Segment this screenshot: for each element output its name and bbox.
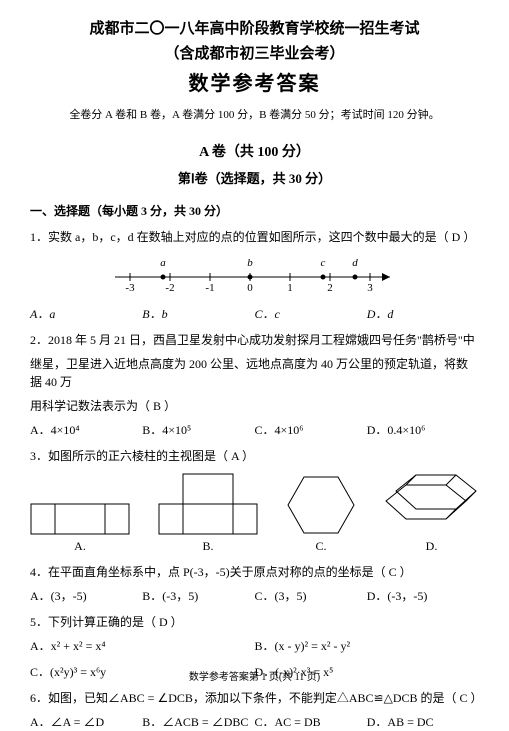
q4-opt-b: B．(-3，5) (142, 587, 254, 605)
choice-heading: 一、选择题（每小题 3 分，共 30 分） (30, 202, 479, 220)
q1-options: A．a B．b C．c D．d (30, 305, 479, 323)
exam-title-2: （含成都市初三毕业会考） (30, 43, 479, 66)
shape-a (30, 503, 130, 535)
svg-text:1: 1 (287, 282, 293, 292)
q6-opt-c: C．AC = DB (255, 713, 367, 731)
q2-options: A．4×10⁴ B．4×10⁵ C．4×10⁶ D．0.4×10⁶ (30, 421, 479, 439)
q2-opt-d: D．0.4×10⁶ (367, 421, 479, 439)
shape-c (286, 475, 356, 535)
q4-opt-d: D．(-3，-5) (367, 587, 479, 605)
svg-text:3: 3 (367, 282, 373, 292)
q3-text: 3．如图所示的正六棱柱的主视图是（ A ） (30, 447, 479, 465)
q3-label-a: A. (30, 537, 130, 555)
q5-opt-a: A．x² + x² = x⁴ (30, 637, 255, 655)
svg-text:a: a (160, 257, 166, 269)
svg-text:c: c (320, 257, 325, 269)
q2-line1: 2．2018 年 5 月 21 日，西昌卫星发射中心成功发射探月工程嫦娥四号任务… (30, 331, 479, 349)
q1-opt-b: B．b (142, 305, 254, 323)
exam-subtitle: 全卷分 A 卷和 B 卷，A 卷满分 100 分，B 卷满分 50 分；考试时间… (30, 107, 479, 124)
q1-text: 1．实数 a，b，c，d 在数轴上对应的点的位置如图所示，这四个数中最大的是（ … (30, 228, 479, 246)
q6-opt-d: D．AB = DC (367, 713, 479, 731)
svg-text:b: b (247, 257, 253, 269)
q5-options-1: A．x² + x² = x⁴ B．(x - y)² = x² - y² (30, 637, 479, 655)
q5-opt-b: B．(x - y)² = x² - y² (255, 637, 480, 655)
section-a-heading: A 卷（共 100 分） (30, 142, 479, 163)
q1-number-line: -3 -2 -1 0 1 2 3 a b c d (105, 252, 405, 297)
q4-opt-c: C．(3，5) (255, 587, 367, 605)
q3-labels: A. B. C. D. (30, 537, 479, 555)
shape-d (384, 473, 479, 535)
q6-options: A．∠A = ∠D B．∠ACB = ∠DBC C．AC = DB D．AB =… (30, 713, 479, 731)
exam-title-3: 数学参考答案 (30, 69, 479, 99)
svg-text:0: 0 (247, 282, 253, 292)
q1-opt-c: C．c (255, 305, 367, 323)
q1-opt-d: D．d (367, 305, 479, 323)
exam-title-1: 成都市二〇一八年高中阶段教育学校统一招生考试 (30, 18, 479, 41)
svg-text:-2: -2 (165, 282, 174, 292)
q4-opt-a: A．(3，-5) (30, 587, 142, 605)
q2-line3: 用科学记数法表示为（ B ） (30, 397, 479, 415)
svg-text:2: 2 (327, 282, 333, 292)
svg-text:-3: -3 (125, 282, 135, 292)
q2-opt-a: A．4×10⁴ (30, 421, 142, 439)
q3-label-b: B. (158, 537, 258, 555)
q5-text: 5．下列计算正确的是（ D ） (30, 613, 479, 631)
shape-b (158, 473, 258, 535)
svg-text:d: d (352, 257, 358, 269)
section-part1-heading: 第Ⅰ卷（选择题，共 30 分） (30, 169, 479, 189)
q2-opt-b: B．4×10⁵ (142, 421, 254, 439)
q3-label-d: D. (384, 537, 479, 555)
q1-opt-a: A．a (30, 305, 142, 323)
q2-line2: 继星，卫星进入近地点高度为 200 公里、远地点高度为 40 万公里的预定轨道，… (30, 355, 479, 391)
q2-opt-c: C．4×10⁶ (255, 421, 367, 439)
page-footer: 数学参考答案第 1 页(共 11 页) (0, 670, 509, 685)
q4-options: A．(3，-5) B．(-3，5) C．(3，5) D．(-3，-5) (30, 587, 479, 605)
q4-text: 4．在平面直角坐标系中，点 P(-3，-5)关于原点对称的点的坐标是（ C ） (30, 563, 479, 581)
q3-shapes (30, 473, 479, 535)
q6-opt-a: A．∠A = ∠D (30, 713, 142, 731)
svg-text:-1: -1 (205, 282, 214, 292)
q6-text: 6．如图，已知∠ABC = ∠DCB，添加以下条件，不能判定△ABC≌△DCB … (30, 689, 479, 707)
q3-label-c: C. (286, 537, 356, 555)
q6-opt-b: B．∠ACB = ∠DBC (142, 713, 254, 731)
